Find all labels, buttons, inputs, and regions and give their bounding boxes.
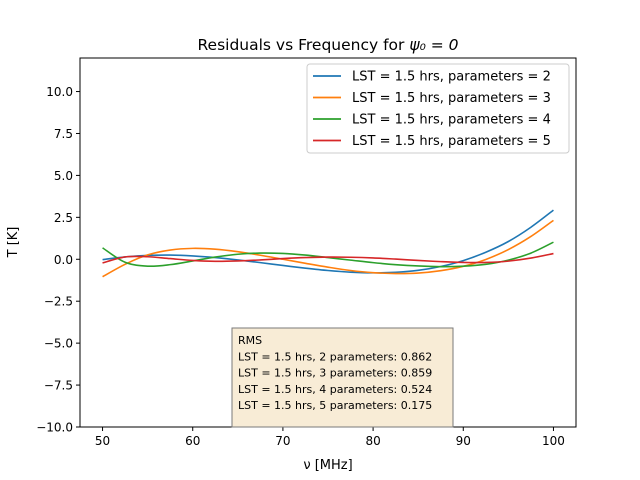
y-tick-label: 2.5	[54, 211, 73, 225]
x-tick-label: 60	[185, 434, 200, 448]
y-tick-label: −7.5	[44, 379, 73, 393]
rms-annotation-line: LST = 1.5 hrs, 2 parameters: 0.862	[238, 350, 432, 363]
legend-label-3: LST = 1.5 hrs, parameters = 4	[352, 113, 551, 128]
y-tick-label: −10.0	[36, 421, 73, 435]
x-tick-label: 80	[365, 434, 380, 448]
chart-title-text: Residuals vs Frequency for	[197, 36, 409, 54]
plot-lines	[102, 209, 554, 278]
rms-annotation: RMS LST = 1.5 hrs, 2 parameters: 0.862 LST…	[231, 327, 454, 428]
legend: LST = 1.5 hrs, parameters = 2 LST = 1.5 h…	[306, 63, 570, 154]
y-axis-ticks: −10.0 −7.5 −5.0 −2.5 0.0 2.5 5.0 7.5 10.0	[36, 85, 80, 435]
y-tick-label: −5.0	[44, 337, 73, 351]
y-axis-label: T [K]	[6, 227, 21, 259]
x-axis-ticks: 50 60 70 80 90 100	[95, 427, 565, 448]
y-tick-label: 0.0	[54, 253, 73, 267]
x-tick-label: 100	[542, 434, 565, 448]
y-tick-label: 7.5	[54, 127, 73, 141]
rms-annotation-line: RMS	[238, 334, 262, 347]
legend-label-1: LST = 1.5 hrs, parameters = 2	[352, 70, 551, 85]
rms-annotation-line: LST = 1.5 hrs, 3 parameters: 0.859	[238, 367, 432, 380]
legend-label-4: LST = 1.5 hrs, parameters = 5	[352, 134, 551, 149]
legend-label-2: LST = 1.5 hrs, parameters = 3	[352, 91, 551, 106]
y-tick-label: −2.5	[44, 295, 73, 309]
rms-annotation-box	[231, 327, 454, 428]
chart-title: Residuals vs Frequency for ψ₀ = 0	[197, 36, 458, 54]
y-tick-label: 10.0	[46, 85, 73, 99]
x-tick-label: 90	[456, 434, 471, 448]
x-tick-label: 50	[95, 434, 110, 448]
series-line-4	[102, 252, 554, 264]
series-line-1	[102, 209, 554, 274]
rms-annotation-line: LST = 1.5 hrs, 4 parameters: 0.524	[238, 383, 432, 396]
chart-title-math: ψ₀ = 0	[409, 36, 458, 54]
legend-frame	[306, 63, 570, 154]
y-tick-label: 5.0	[54, 169, 73, 183]
x-tick-label: 70	[275, 434, 290, 448]
x-axis-label: ν [MHz]	[303, 458, 352, 473]
series-line-2	[102, 219, 554, 278]
rms-annotation-line: LST = 1.5 hrs, 5 parameters: 0.175	[238, 399, 432, 412]
